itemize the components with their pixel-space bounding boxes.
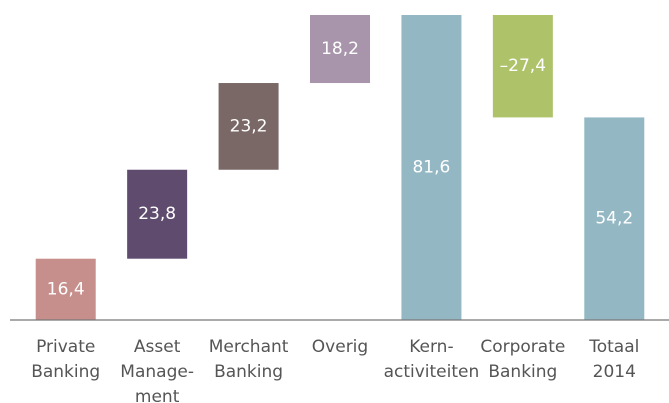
x-tick-label: 2014	[593, 362, 636, 382]
bar	[35, 258, 96, 320]
value-label: 81,6	[412, 158, 450, 178]
x-tick-label: ment	[135, 387, 180, 403]
x-tick-label: Asset	[134, 337, 181, 357]
x-tick-label: Totaal	[588, 337, 639, 357]
bar	[127, 169, 188, 259]
bar	[584, 117, 645, 320]
x-tick-label: Banking	[31, 362, 100, 382]
bar	[492, 15, 553, 118]
value-label: 16,4	[47, 279, 85, 299]
x-tick-label: Manage-	[120, 362, 194, 382]
bar	[310, 15, 370, 84]
value-label: 23,2	[230, 116, 268, 136]
value-label: 18,2	[321, 39, 359, 59]
x-tick-label: Merchant	[209, 337, 289, 357]
x-tick-label: Overig	[312, 337, 368, 357]
x-tick-label: Private	[36, 337, 95, 357]
value-label: –27,4	[500, 56, 546, 76]
x-tick-label: activiteiten	[384, 362, 480, 382]
x-tick-label: Banking	[214, 362, 283, 382]
bar	[401, 15, 462, 320]
x-tick-label: Kern-	[409, 337, 453, 357]
bar	[218, 83, 279, 170]
x-tick-label: Banking	[488, 362, 557, 382]
x-tick-label: Corporate	[480, 337, 565, 357]
value-label: 54,2	[595, 209, 633, 229]
value-label: 23,8	[138, 204, 176, 224]
